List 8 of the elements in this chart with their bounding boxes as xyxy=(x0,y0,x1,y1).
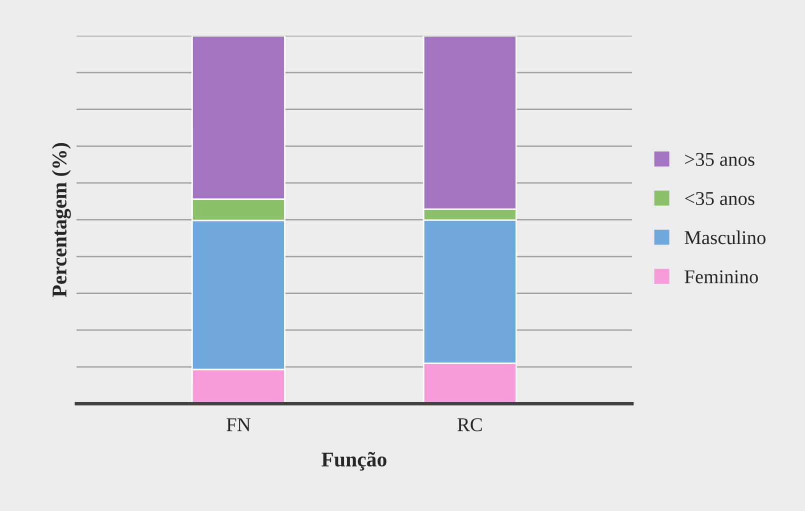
y-axis-title: Percentagem (%) xyxy=(52,143,71,297)
x-tick-label: FN xyxy=(226,418,250,432)
legend-label: <35 anos xyxy=(685,192,754,206)
x-axis-title: Função xyxy=(322,452,386,471)
legend-label: Feminino xyxy=(684,270,758,284)
legend-label: >35 anos xyxy=(685,152,754,166)
legend-label: Masculino xyxy=(684,230,766,244)
x-tick-label: RC xyxy=(458,418,482,432)
